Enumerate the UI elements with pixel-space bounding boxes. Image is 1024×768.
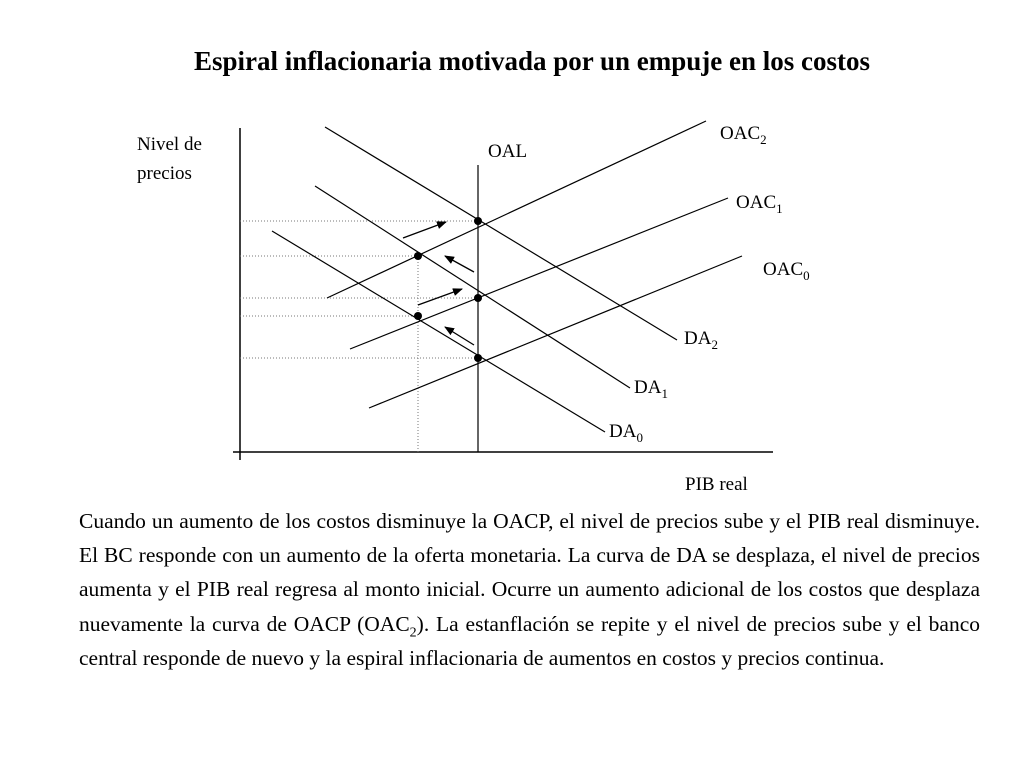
y-axis-label-line2: precios [137, 163, 192, 184]
arrow-supply-shift-2 [444, 255, 475, 273]
da1-line [314, 185, 631, 389]
explanation-paragraph: Cuando un aumento de los costos disminuy… [79, 504, 980, 675]
dotted-guides [240, 220, 478, 452]
demand-curves [271, 126, 678, 433]
equilibrium-point-e [474, 217, 482, 225]
oac0-line [368, 255, 743, 409]
paragraph-subscript: 2 [409, 624, 417, 640]
equilibrium-point-b [414, 312, 422, 320]
spiral-arrows [402, 221, 475, 346]
da2-label: DA2 [684, 328, 718, 352]
da0-label: DA0 [609, 421, 643, 445]
da2-line [324, 126, 678, 341]
oac2-label: OAC2 [720, 123, 767, 147]
equilibrium-point-d [414, 252, 422, 260]
equilibrium-point-a [474, 354, 482, 362]
equilibrium-point-c [474, 294, 482, 302]
slide-title: Espiral inflacionaria motivada por un em… [193, 46, 871, 76]
da0-line [271, 230, 606, 433]
arrow-supply-shift-1 [444, 326, 475, 346]
x-axis-label: PIB real [685, 474, 748, 495]
equilibrium-points [414, 217, 482, 362]
axes [233, 128, 773, 460]
aggregate-supply-demand-diagram: Nivel de precios PIB real OAL OAC2 OAC1 … [137, 120, 810, 495]
oac1-line [349, 197, 729, 350]
arrow-demand-shift-1 [417, 288, 463, 306]
y-axis-label-line1: Nivel de [137, 134, 202, 155]
da1-label: DA1 [634, 377, 668, 401]
paragraph-part1: Cuando un aumento de los costos disminuy… [79, 509, 980, 636]
supply-curves [326, 120, 743, 409]
oac0-label: OAC0 [763, 259, 810, 283]
paragraph-part2: ). La estanflación se repite y el nivel … [79, 611, 981, 670]
oac1-label: OAC1 [736, 192, 783, 216]
oal-label: OAL [488, 141, 527, 162]
arrow-demand-shift-2 [402, 221, 447, 239]
oac2-line [326, 120, 707, 299]
